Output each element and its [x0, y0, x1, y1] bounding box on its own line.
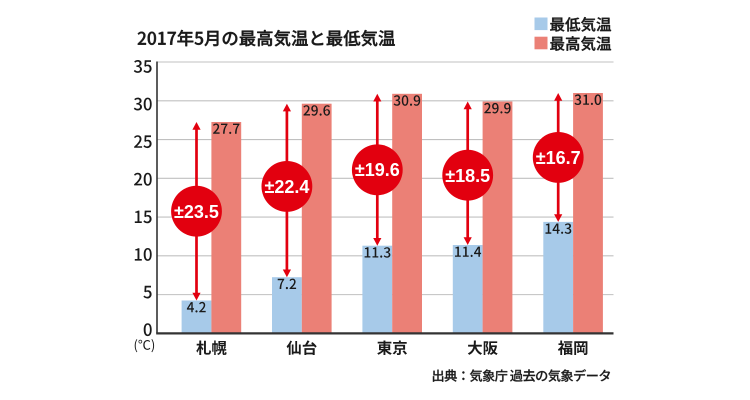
svg-text:±16.7: ±16.7 [536, 148, 581, 168]
svg-text:±23.5: ±23.5 [174, 202, 219, 222]
svg-text:±19.6: ±19.6 [355, 160, 400, 180]
svg-text:±18.5: ±18.5 [445, 166, 490, 186]
svg-text:±22.4: ±22.4 [264, 177, 309, 197]
